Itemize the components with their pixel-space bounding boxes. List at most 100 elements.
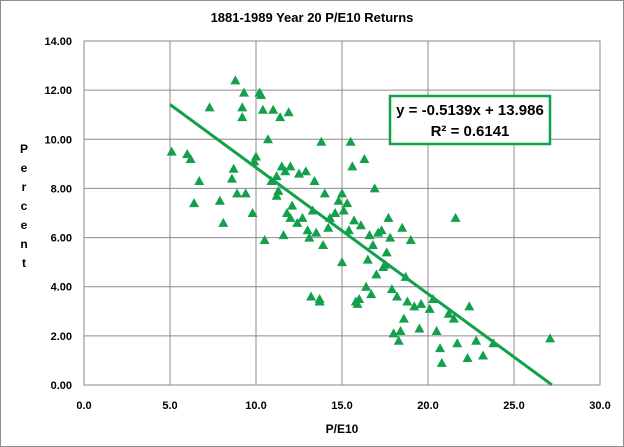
data-point <box>237 112 248 122</box>
x-tick-label: 20.0 <box>417 400 438 412</box>
data-point <box>330 208 341 217</box>
data-point <box>278 230 289 240</box>
trendline-r-squared: R² = 0.6141 <box>431 123 510 140</box>
data-point <box>354 294 365 303</box>
data-point <box>398 313 409 323</box>
data-point <box>292 217 303 227</box>
data-point <box>478 350 489 360</box>
data-point <box>342 198 353 208</box>
data-point <box>337 257 347 267</box>
data-point <box>471 335 482 345</box>
y-tick-label: 0.00 <box>51 380 72 392</box>
data-point <box>228 163 239 173</box>
data-point <box>273 185 284 195</box>
data-point <box>311 227 322 237</box>
data-point <box>386 284 397 294</box>
data-point <box>367 239 378 249</box>
data-point <box>185 153 196 163</box>
y-tick-label: 2.00 <box>51 331 72 343</box>
data-point <box>366 289 377 299</box>
data-point <box>397 222 408 232</box>
data-point <box>257 104 268 114</box>
data-point <box>424 303 435 313</box>
data-point <box>369 183 380 193</box>
y-axis-label-letter: r <box>22 180 27 194</box>
data-point <box>280 166 291 176</box>
data-point <box>309 176 320 186</box>
data-point <box>452 338 463 348</box>
data-point <box>392 291 403 301</box>
data-point <box>402 296 413 306</box>
y-tick-label: 12.00 <box>44 85 72 97</box>
data-point <box>238 87 249 97</box>
data-point <box>218 217 229 227</box>
data-point <box>294 168 304 178</box>
data-point <box>405 235 416 245</box>
data-point <box>275 112 286 122</box>
data-point <box>409 301 420 311</box>
data-point <box>361 281 372 291</box>
data-point <box>345 136 356 146</box>
data-point <box>435 343 446 353</box>
data-point <box>362 254 373 264</box>
trendline-equation: y = -0.5139x + 13.986 <box>396 102 544 119</box>
data-point <box>314 294 325 303</box>
data-point <box>230 75 241 85</box>
data-point <box>450 212 461 222</box>
y-tick-label: 4.00 <box>51 282 72 294</box>
data-point <box>300 166 311 176</box>
data-point <box>364 230 375 240</box>
data-point <box>285 161 296 171</box>
y-tick-label: 8.00 <box>51 183 72 195</box>
data-point <box>343 225 354 235</box>
data-point <box>316 136 327 146</box>
y-axis-ticks: 0.00 2.00 4.00 6.00 8.00 10.00 12.00 14.00 <box>44 36 72 392</box>
data-points <box>166 75 556 367</box>
data-point <box>247 208 258 217</box>
data-point <box>388 328 399 338</box>
data-point <box>283 107 294 117</box>
y-axis-label-letter: c <box>21 199 28 213</box>
data-point <box>319 188 330 198</box>
data-point <box>462 352 473 362</box>
y-axis-label-letter: P <box>20 142 28 156</box>
data-point <box>337 188 347 198</box>
data-point <box>393 335 404 345</box>
x-tick-label: 15.0 <box>331 400 352 412</box>
y-axis-label-letter: n <box>20 237 27 251</box>
data-point <box>371 269 382 279</box>
data-point <box>359 153 370 163</box>
data-point <box>431 325 442 335</box>
data-point <box>347 161 358 171</box>
data-point <box>323 222 334 232</box>
data-point <box>259 235 270 245</box>
x-tick-label: 10.0 <box>245 400 266 412</box>
data-point <box>194 176 205 186</box>
data-point <box>189 198 200 208</box>
data-point <box>414 323 425 333</box>
equation-box <box>388 94 552 146</box>
data-point <box>381 247 392 257</box>
chart-title: 1881-1989 Year 20 P/E10 Returns <box>211 10 414 25</box>
data-point <box>302 225 313 235</box>
data-point <box>318 239 329 249</box>
data-point <box>297 212 308 222</box>
y-axis-label-letter: e <box>21 218 28 232</box>
data-point <box>263 134 274 144</box>
data-point <box>338 205 349 215</box>
data-point <box>545 333 556 343</box>
data-point <box>251 151 261 161</box>
data-point <box>271 190 282 200</box>
data-point <box>268 104 279 114</box>
data-point <box>416 298 427 308</box>
data-point <box>240 188 251 198</box>
data-point <box>385 232 396 242</box>
data-point <box>166 146 177 156</box>
data-point <box>304 232 315 242</box>
x-axis-ticks: 0.0 5.0 10.0 15.0 20.0 25.0 30.0 <box>76 400 610 412</box>
data-point <box>237 102 248 112</box>
data-point <box>226 173 237 183</box>
data-point <box>464 301 475 311</box>
